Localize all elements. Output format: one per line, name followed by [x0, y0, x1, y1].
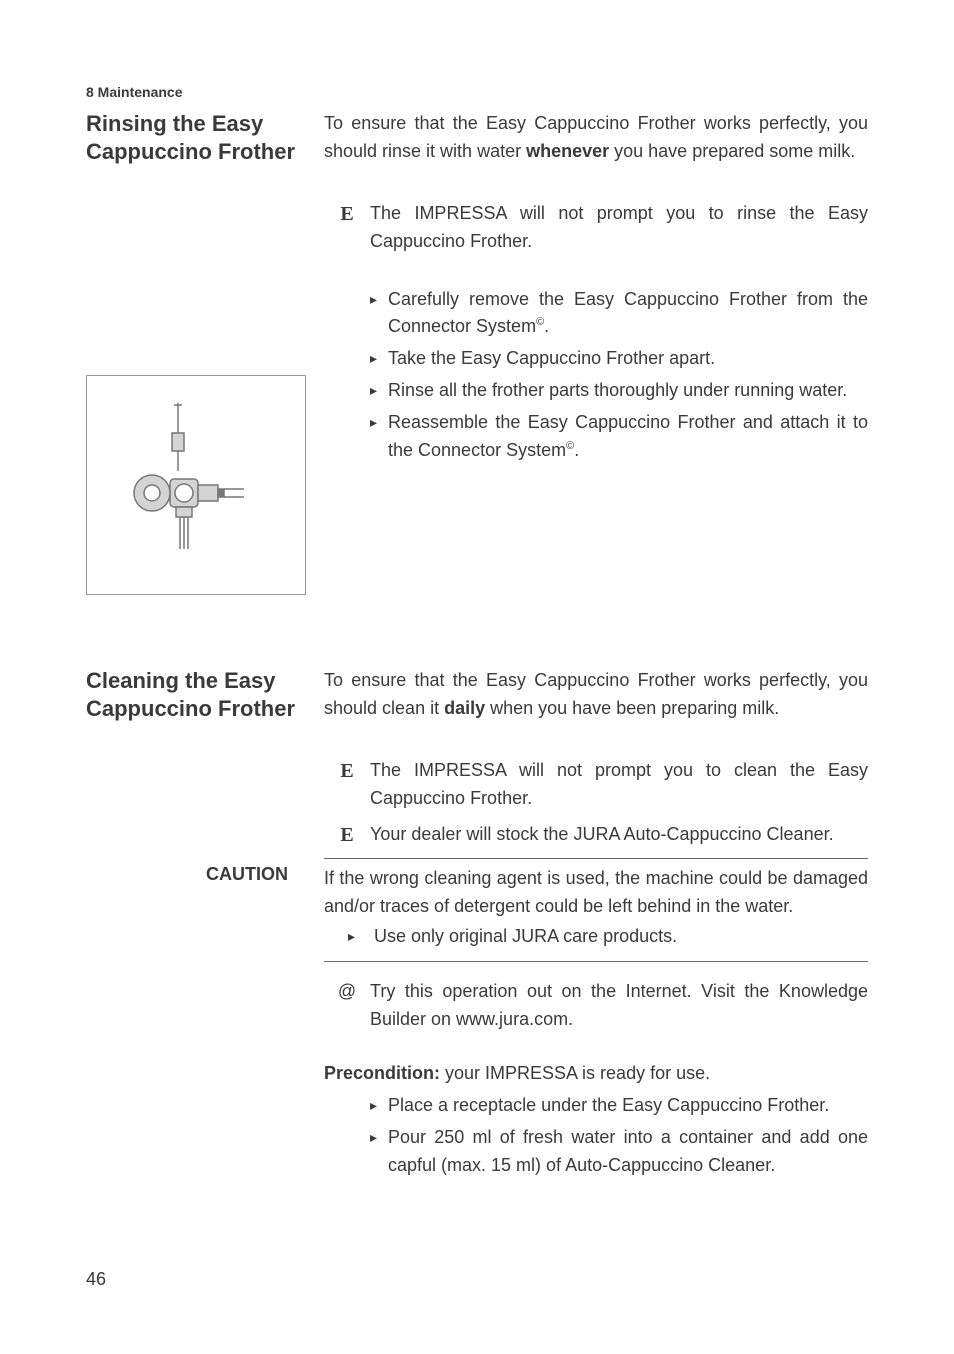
rinsing-step-text: Carefully remove the Easy Cappuccino Fro… [388, 286, 868, 342]
cleaning-steps: ▸ Place a receptacle under the Easy Capp… [324, 1092, 868, 1180]
page-number: 46 [86, 1269, 106, 1290]
rinsing-info-row: E The IMPRESSA will not prompt you to ri… [324, 200, 868, 256]
precondition-line: Precondition: your IMPRESSA is ready for… [324, 1060, 868, 1088]
cleaning-intro-post: when you have been preparing milk. [485, 698, 779, 718]
cleaning-heading-line1: Cleaning the Easy [86, 668, 276, 693]
step-marker-icon: ▸ [370, 1092, 388, 1120]
cleaning-intro: To ensure that the Easy Cappuccino Froth… [324, 667, 868, 723]
left-column-rinsing: Rinsing the Easy Cappuccino Frother [86, 110, 324, 595]
step-marker-icon: ▸ [370, 345, 388, 373]
left-column-cleaning-head: Cleaning the Easy Cappuccino Frother [86, 667, 324, 848]
info-icon: E [324, 200, 370, 256]
caution-bullet: ▸ Use only original JURA care products. [324, 923, 868, 951]
step-marker-icon: ▸ [370, 409, 388, 465]
rinsing-step: ▸ Reassemble the Easy Cappuccino Frother… [324, 409, 868, 465]
cleaning-step: ▸ Pour 250 ml of fresh water into a cont… [324, 1124, 868, 1180]
right-column-rinsing: To ensure that the Easy Cappuccino Froth… [324, 110, 868, 595]
at-icon: @ [324, 978, 370, 1034]
rinsing-step-text: Rinse all the frother parts thoroughly u… [388, 377, 868, 405]
rinsing-steps: ▸ Carefully remove the Easy Cappuccino F… [324, 286, 868, 465]
frother-figure [86, 375, 306, 595]
caution-right: If the wrong cleaning agent is used, the… [324, 858, 868, 1179]
rinsing-intro-bold: whenever [526, 141, 609, 161]
cleaning-intro-bold: daily [444, 698, 485, 718]
rinsing-intro: To ensure that the Easy Cappuccino Froth… [324, 110, 868, 166]
rinsing-heading: Rinsing the Easy Cappuccino Frother [86, 110, 306, 165]
precondition-label: Precondition: [324, 1063, 440, 1083]
cleaning-info-row1: E The IMPRESSA will not prompt you to cl… [324, 757, 868, 813]
cleaning-heading-line2: Cappuccino Frother [86, 696, 295, 721]
caution-box: If the wrong cleaning agent is used, the… [324, 858, 868, 962]
rinsing-step-text: Reassemble the Easy Cappuccino Frother a… [388, 409, 868, 465]
rinsing-step: ▸ Carefully remove the Easy Cappuccino F… [324, 286, 868, 342]
section-rinsing: Rinsing the Easy Cappuccino Frother [86, 110, 868, 595]
right-column-cleaning-head: To ensure that the Easy Cappuccino Froth… [324, 667, 868, 848]
step-marker-icon: ▸ [370, 1124, 388, 1180]
step-marker-icon: ▸ [370, 377, 388, 405]
rinsing-intro-post: you have prepared some milk. [609, 141, 855, 161]
internet-note-row: @ Try this operation out on the Internet… [324, 978, 868, 1034]
step-marker-icon: ▸ [370, 286, 388, 342]
rinsing-heading-line1: Rinsing the Easy [86, 111, 263, 136]
rinsing-step: ▸ Rinse all the frother parts thoroughly… [324, 377, 868, 405]
rinsing-heading-line2: Cappuccino Frother [86, 139, 295, 164]
cleaning-step: ▸ Place a receptacle under the Easy Capp… [324, 1092, 868, 1120]
rinsing-step-text: Take the Easy Cappuccino Frother apart. [388, 345, 868, 373]
internet-note-text: Try this operation out on the Internet. … [370, 978, 868, 1034]
cleaning-info2-text: Your dealer will stock the JURA Auto-Cap… [370, 821, 868, 849]
frother-illustration-svg [96, 385, 296, 585]
precondition-text: your IMPRESSA is ready for use. [440, 1063, 710, 1083]
info-icon: E [324, 821, 370, 849]
cleaning-step-text: Pour 250 ml of fresh water into a contai… [388, 1124, 868, 1180]
page: 8 Maintenance Rinsing the Easy Cappuccin… [0, 0, 954, 1354]
caution-row: CAUTION If the wrong cleaning agent is u… [86, 858, 868, 1179]
caution-label: CAUTION [86, 864, 306, 885]
caution-body-text: If the wrong cleaning agent is used, the… [324, 865, 868, 921]
rinsing-step: ▸ Take the Easy Cappuccino Frother apart… [324, 345, 868, 373]
cleaning-info1-text: The IMPRESSA will not prompt you to clea… [370, 757, 868, 813]
rinsing-info-text: The IMPRESSA will not prompt you to rins… [370, 200, 868, 256]
caution-left: CAUTION [86, 858, 324, 1179]
section-cleaning-header: Cleaning the Easy Cappuccino Frother To … [86, 667, 868, 848]
cleaning-step-text: Place a receptacle under the Easy Cappuc… [388, 1092, 868, 1120]
info-icon: E [324, 757, 370, 813]
cleaning-info-row2: E Your dealer will stock the JURA Auto-C… [324, 821, 868, 849]
chapter-label: 8 Maintenance [86, 84, 868, 100]
caution-bullet-text: Use only original JURA care products. [374, 923, 868, 951]
step-marker-icon: ▸ [348, 923, 374, 951]
cleaning-heading: Cleaning the Easy Cappuccino Frother [86, 667, 306, 722]
